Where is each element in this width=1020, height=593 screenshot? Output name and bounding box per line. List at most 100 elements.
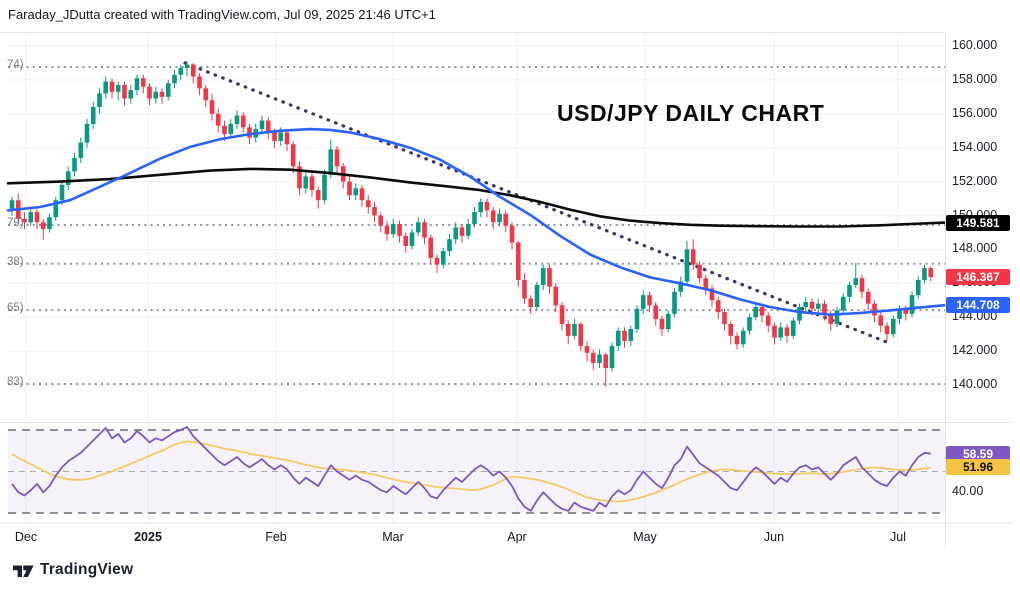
candle (515, 240, 521, 287)
candle (209, 93, 215, 121)
price-level-label: 83) (7, 375, 24, 388)
candle (778, 322, 784, 341)
candle (459, 223, 465, 243)
price-level-label: 38) (7, 255, 24, 268)
ma200-price-badge: 149.581 (946, 214, 1010, 231)
candle (884, 322, 890, 341)
candle (728, 320, 734, 345)
candle (615, 327, 621, 352)
candle (322, 169, 327, 204)
candle (622, 327, 627, 348)
candle (309, 173, 315, 197)
candle (834, 307, 840, 328)
candle (603, 352, 609, 387)
candle (653, 301, 659, 326)
candle (134, 74, 140, 96)
candle (34, 208, 40, 230)
candle (103, 76, 109, 99)
rsi-ma-value-badge: 51.96 (946, 459, 1010, 476)
blue-moving-average-line[interactable] (6, 127, 947, 317)
candle (190, 62, 196, 84)
candle (353, 183, 359, 201)
rsi-line[interactable] (11, 425, 931, 512)
candle (140, 74, 146, 94)
candle (722, 308, 727, 331)
candle (678, 276, 684, 297)
candle (497, 208, 502, 226)
rsi-ma-line[interactable] (11, 440, 931, 503)
candle (509, 222, 515, 250)
candle (572, 318, 577, 340)
candle (334, 146, 340, 174)
price-level-label: 65) (7, 302, 24, 315)
candle (909, 291, 915, 318)
candle (297, 161, 302, 196)
tradingview-logo[interactable]: TradingView (13, 561, 133, 579)
trendline[interactable] (183, 61, 890, 345)
candle (465, 218, 471, 240)
candle (22, 212, 27, 230)
candle (165, 79, 171, 101)
price-level-label: 79) (7, 216, 24, 229)
candle (703, 274, 709, 296)
candle (765, 312, 771, 333)
black-moving-average-line[interactable] (6, 167, 947, 228)
candle (753, 301, 759, 321)
candle (690, 239, 696, 270)
candle (153, 86, 159, 104)
candle (553, 283, 559, 313)
candle (303, 171, 309, 194)
candle (859, 274, 865, 299)
price-tick-label: 142.000 (952, 343, 998, 358)
time-axis-label: Feb (265, 530, 287, 544)
candle (234, 110, 240, 130)
candle (640, 290, 646, 314)
candle (197, 73, 202, 96)
candle (378, 212, 384, 233)
candle (440, 247, 446, 269)
tradingview-logo-icon (13, 565, 34, 577)
candle (453, 222, 459, 245)
time-axis-label: Jun (763, 530, 785, 544)
candle (665, 310, 671, 333)
candle (922, 264, 927, 284)
candle (147, 83, 152, 106)
candle (709, 284, 715, 308)
ma50-price-badge: 144.708 (946, 297, 1010, 314)
candle (565, 320, 571, 345)
candle (715, 296, 721, 319)
candle (47, 213, 52, 233)
candle (503, 210, 509, 233)
candle (822, 300, 827, 321)
candle (878, 312, 884, 333)
candle (697, 261, 702, 284)
candle (672, 288, 677, 318)
candle (434, 254, 440, 274)
candle (597, 349, 602, 369)
candle (172, 69, 177, 89)
candle (403, 232, 409, 253)
candle (328, 139, 334, 179)
price-tick-label: 160.000 (952, 38, 998, 52)
price-tick-label: 152.000 (952, 173, 998, 188)
time-axis-label: Apr (507, 530, 527, 544)
candle (853, 262, 859, 289)
candle (447, 234, 452, 257)
candle (384, 220, 390, 241)
candle (647, 291, 652, 313)
time-axis-label: Jul (890, 530, 906, 544)
chart-title: USD/JPY DAILY CHART (557, 100, 825, 126)
candle (159, 88, 165, 104)
candle (915, 276, 921, 299)
candle (97, 88, 102, 114)
candle (84, 118, 90, 148)
candle (797, 303, 802, 324)
time-axis-label: Mar (382, 530, 404, 544)
time-axis-label: May (633, 530, 657, 544)
candle (315, 186, 321, 209)
candle (409, 229, 415, 250)
candle (178, 64, 184, 80)
candle (472, 207, 477, 228)
